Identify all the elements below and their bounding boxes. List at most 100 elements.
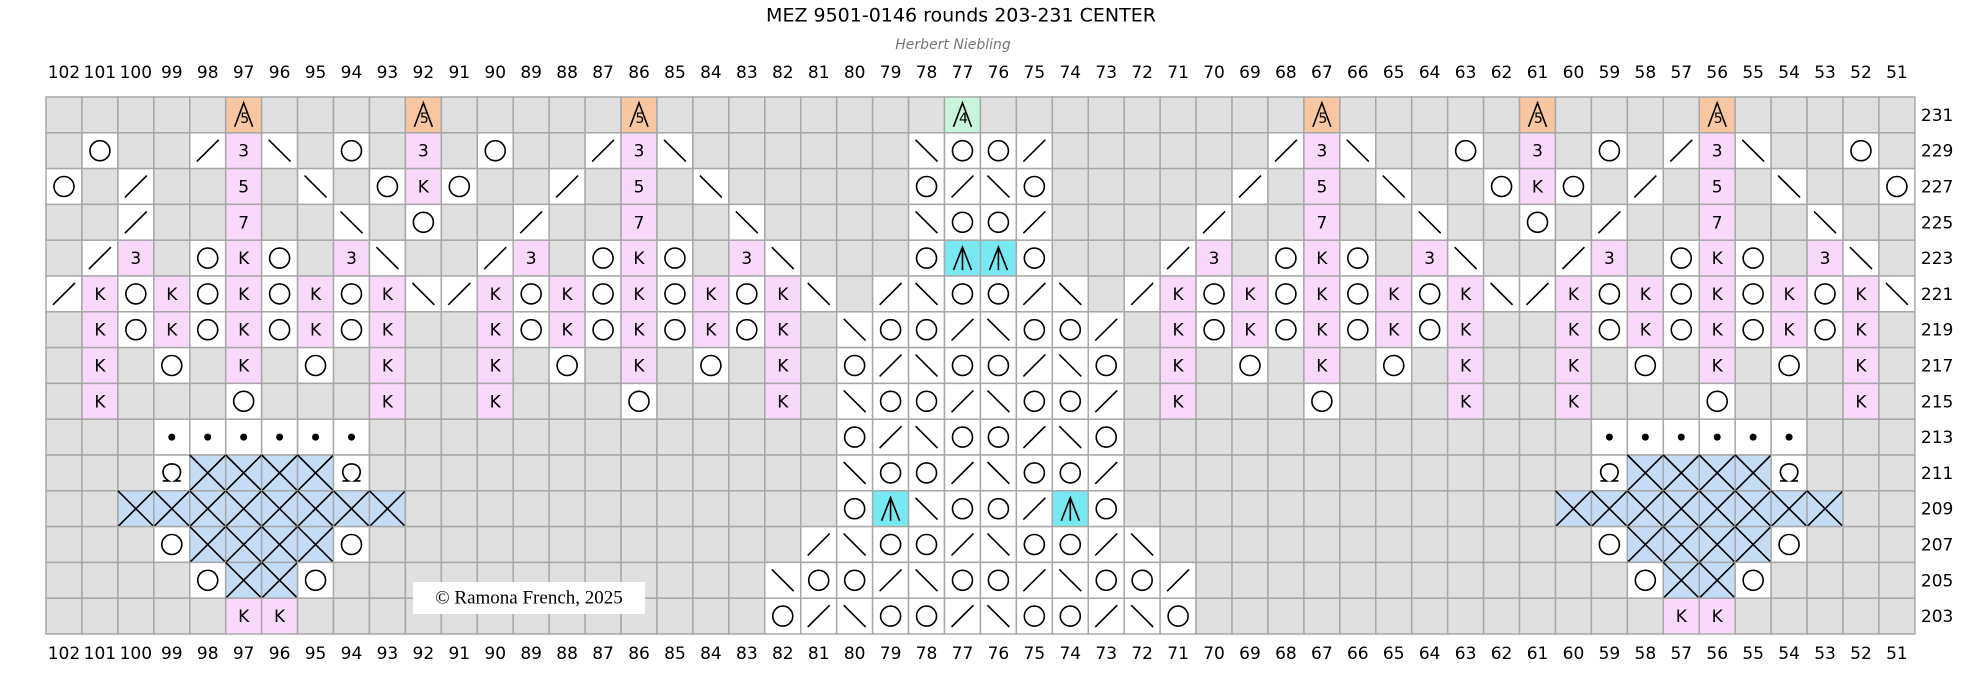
column-label: 68 (1275, 63, 1297, 83)
cell-text: K (490, 392, 502, 412)
cell (1518, 525, 1557, 564)
cell (81, 525, 119, 564)
cell (1662, 346, 1700, 385)
column-label: 74 (1059, 63, 1081, 83)
cell (296, 597, 335, 635)
cell (1734, 203, 1772, 241)
cell-text: 7 (1712, 213, 1723, 233)
chart-subtitle: Herbert Niebling (895, 37, 1011, 53)
yarn-over (1742, 318, 1764, 341)
cell (584, 490, 622, 528)
cell (1626, 239, 1665, 277)
cell (45, 132, 83, 170)
cell-text: K (1712, 607, 1724, 627)
column-label: 95 (305, 644, 327, 664)
column-label: 76 (988, 63, 1010, 83)
copyright: © Ramona French, 2025 (435, 587, 623, 608)
purl-dot (312, 433, 320, 441)
yarn-over (1850, 139, 1872, 162)
cell (1051, 454, 1090, 492)
cable (1770, 490, 1808, 528)
cell-text: K (1568, 357, 1580, 377)
cell (1446, 275, 1485, 313)
cell (1267, 239, 1305, 277)
cell (1518, 203, 1557, 241)
yarn-over (915, 533, 938, 556)
cell (1195, 311, 1233, 349)
cell (1123, 167, 1161, 206)
decrease (1060, 495, 1081, 521)
yarn-over (879, 605, 902, 627)
row-label: 227 (1921, 178, 1953, 198)
ssk (986, 461, 1010, 485)
ssk (1130, 533, 1154, 556)
cell (1446, 597, 1485, 635)
cell (476, 132, 514, 170)
yarn-over (304, 354, 327, 377)
cell (81, 275, 119, 313)
decrease (952, 244, 973, 271)
cell (1303, 275, 1341, 313)
cell-text: K (1855, 392, 1867, 412)
cell (656, 382, 694, 420)
cell (404, 490, 443, 528)
cell (1878, 382, 1916, 420)
cell (1303, 454, 1341, 492)
cell (584, 525, 622, 564)
cell (1482, 454, 1521, 492)
ssk (411, 282, 435, 306)
cell (1770, 311, 1808, 349)
cell (45, 561, 83, 599)
k2tog (447, 282, 471, 306)
cell (512, 167, 550, 206)
yarn-over (843, 426, 866, 448)
cell-text: K (1855, 357, 1867, 377)
yarn-over (1454, 139, 1477, 162)
cable (1662, 454, 1700, 492)
yarn-over (1095, 426, 1118, 448)
ssk (771, 246, 795, 270)
cable (153, 490, 191, 528)
cell (799, 418, 838, 456)
cell-text: 7 (1316, 213, 1327, 233)
cell (1410, 311, 1449, 349)
yarn-over (843, 354, 866, 377)
cell (117, 132, 155, 170)
cell-text: K (562, 321, 574, 341)
cable (1662, 561, 1700, 599)
k2tog (1022, 497, 1046, 521)
cell (189, 597, 227, 635)
cell (1626, 561, 1665, 599)
cell (871, 203, 910, 241)
cell (871, 597, 910, 635)
column-label: 58 (1635, 644, 1657, 664)
cell (1123, 490, 1161, 528)
yarn-over (268, 283, 291, 305)
cell (1842, 525, 1880, 564)
cell (1015, 382, 1054, 420)
cell (1051, 203, 1090, 241)
cell (728, 167, 766, 206)
cell (979, 346, 1018, 385)
yarn-over (771, 605, 794, 627)
cell (1482, 382, 1521, 420)
cell (1770, 382, 1808, 420)
cell (1159, 525, 1197, 564)
cell (1662, 311, 1700, 349)
yarn-over (1814, 283, 1836, 305)
cell (332, 96, 371, 134)
column-label: 99 (161, 644, 183, 664)
cell (189, 382, 227, 420)
k2tog (1022, 282, 1046, 306)
cell-text: K (1568, 321, 1580, 341)
row-label: 207 (1921, 536, 1953, 556)
cell (1734, 597, 1772, 635)
cell (260, 167, 299, 206)
cell (1698, 275, 1736, 313)
cell-text: K (562, 285, 574, 305)
cell (799, 96, 838, 134)
cell (1734, 275, 1772, 313)
yarn-over (915, 247, 938, 269)
column-label: 98 (197, 644, 219, 664)
row-label: 211 (1921, 464, 1953, 484)
